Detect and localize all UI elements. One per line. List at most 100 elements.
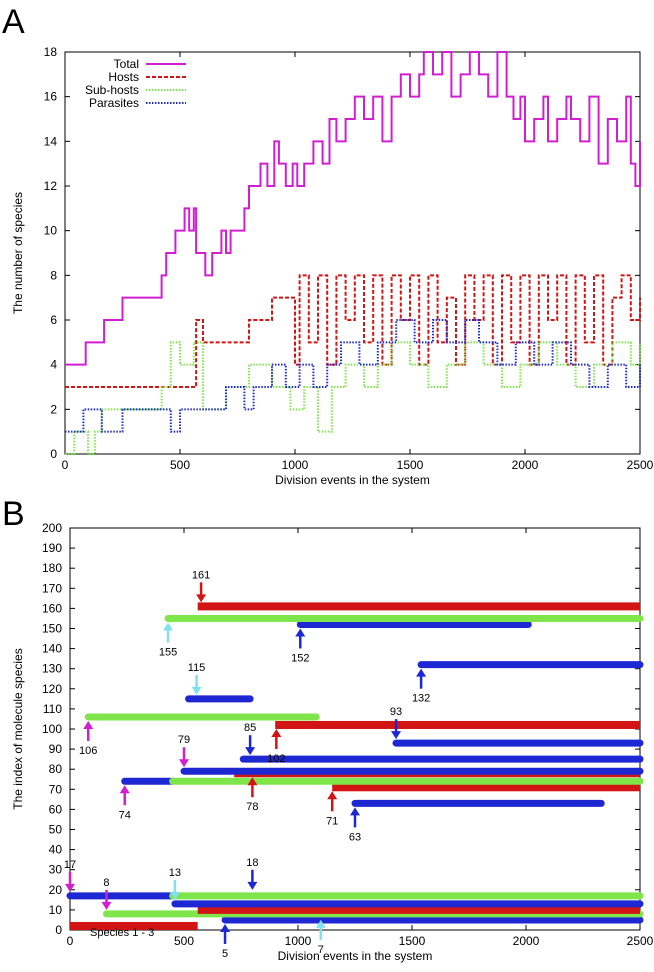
arrow-head-106 (83, 720, 94, 729)
b-plot-frame (69, 527, 641, 931)
arrow-152: 152 (291, 628, 309, 664)
b-x-axis-title: Division events in the system (278, 949, 433, 963)
b-y-axis-title: The index of molecule species (11, 648, 25, 809)
a-plot-frame (64, 51, 641, 455)
b-xtick-label: 1500 (399, 934, 426, 948)
a-xtick-label: 0 (62, 458, 69, 472)
arrow-label-106: 106 (79, 745, 97, 757)
arrow-head-132 (416, 668, 427, 677)
b-ytick-label: 190 (42, 541, 62, 555)
arrow-label-132: 132 (412, 693, 430, 705)
a-y-axis-title: The number of species (11, 192, 25, 314)
arrow-head-18 (247, 881, 258, 890)
a-ytick-label: 4 (50, 358, 57, 372)
arrow-5: 5 (220, 923, 231, 960)
arrow-115: 115 (188, 662, 206, 695)
a-ytick-label: 10 (44, 224, 58, 238)
b-ytick-label: 80 (49, 762, 63, 776)
lineage-bar-161 (197, 602, 640, 611)
arrow-63: 63 (349, 807, 361, 843)
arrow-label-155: 155 (159, 646, 177, 658)
arrow-label-63: 63 (349, 831, 361, 843)
chart-b: 0 500 1000 1500 2000 2500 0 10 20 30 40 50 60 70 80 90 1… (11, 521, 654, 963)
b-ytick-label: 30 (49, 863, 63, 877)
arrow-head-71 (327, 791, 338, 800)
legend-label-total: Total (114, 57, 139, 71)
panel-letter-a: A (2, 3, 25, 41)
arrow-78: 78 (246, 777, 259, 813)
arrow-label-85: 85 (244, 722, 256, 734)
arrow-head-102 (271, 728, 282, 737)
arrow-head-5 (220, 923, 231, 932)
arrow-label-102: 102 (267, 753, 285, 765)
a-xtick-label: 1000 (282, 458, 309, 472)
b-xtick-label: 2500 (627, 934, 654, 948)
arrow-label-78: 78 (246, 801, 258, 813)
arrow-18: 18 (246, 857, 259, 890)
b-ytick-label: 90 (49, 742, 63, 756)
b-ytick-label: 0 (55, 923, 62, 937)
a-ytick-label: 18 (44, 45, 58, 59)
panel-letter-b: B (2, 495, 25, 533)
series-line-hosts (65, 274, 641, 388)
b-ytick-label: 130 (42, 662, 62, 676)
arrow-85: 85 (244, 722, 256, 756)
b-ytick-label: 140 (42, 642, 62, 656)
arrow-102: 102 (267, 728, 286, 765)
a-ytick-label: 12 (44, 179, 58, 193)
a-ytick-label: 8 (50, 268, 57, 282)
b-ytick-label: 180 (42, 561, 62, 575)
species-1-3-label: Species 1 - 3 (90, 927, 154, 939)
a-ytick-label: 6 (50, 313, 57, 327)
arrow-8: 8 (101, 877, 112, 910)
b-ytick-label: 150 (42, 622, 62, 636)
arrow-head-161 (196, 594, 207, 603)
arrow-head-63 (350, 807, 360, 816)
arrow-label-115: 115 (188, 662, 206, 674)
arrow-label-8: 8 (103, 877, 109, 889)
arrow-132: 132 (412, 668, 430, 705)
a-xtick-label: 2000 (512, 458, 539, 472)
arrow-head-115 (191, 686, 202, 695)
arrow-label-18: 18 (246, 857, 258, 869)
b-ytick-label: 10 (49, 903, 63, 917)
arrow-74: 74 (119, 785, 131, 821)
lineage-bar-2 (70, 921, 198, 930)
arrow-17: 17 (64, 859, 76, 892)
arrow-label-71: 71 (326, 815, 338, 827)
arrow-head-155 (163, 622, 174, 631)
chart-a: 0 500 1000 1500 2000 2500 0 2 4 6 8 10 12 14 16 18 Divis… (11, 45, 654, 487)
b-ytick-label: 160 (42, 601, 62, 615)
arrow-head-7 (315, 919, 326, 928)
series-line-parasites (65, 319, 641, 433)
arrow-head-85 (245, 747, 256, 756)
arrow-label-17: 17 (64, 859, 76, 871)
lineage-bar-102 (275, 720, 640, 729)
a-xtick-label: 1500 (397, 458, 424, 472)
a-xtick-label: 2500 (627, 458, 654, 472)
a-ytick-label: 16 (44, 90, 58, 104)
a-x-axis-title: Division events in the system (275, 473, 430, 487)
b-ytick-label: 50 (49, 823, 63, 837)
b-xtick-label: 0 (67, 934, 74, 948)
arrow-head-152 (295, 628, 306, 637)
lineage-bar-10 (197, 905, 640, 914)
b-ytick-label: 200 (42, 521, 62, 535)
b-ytick-label: 70 (49, 782, 63, 796)
series-line-sub-hosts (65, 341, 641, 455)
b-ytick-label: 100 (42, 722, 62, 736)
legend-label-hosts: Hosts (108, 70, 139, 84)
a-ytick-label: 14 (44, 134, 58, 148)
arrow-head-79 (179, 759, 189, 768)
lineage-bar-71 (332, 783, 640, 792)
legend-label-parasites: Parasites (89, 96, 139, 110)
a-xtick-label: 500 (170, 458, 190, 472)
series-line-total (65, 51, 641, 366)
arrow-head-8 (101, 901, 112, 910)
arrow-head-93 (391, 731, 402, 740)
arrow-71: 71 (326, 791, 338, 827)
arrow-label-152: 152 (291, 652, 309, 664)
b-ytick-label: 170 (42, 581, 62, 595)
arrow-7: 7 (315, 919, 326, 956)
arrow-head-13 (169, 891, 180, 900)
